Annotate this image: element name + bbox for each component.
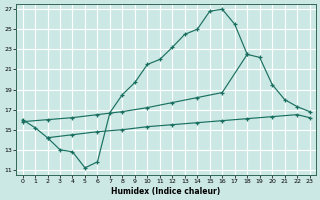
- X-axis label: Humidex (Indice chaleur): Humidex (Indice chaleur): [111, 187, 221, 196]
